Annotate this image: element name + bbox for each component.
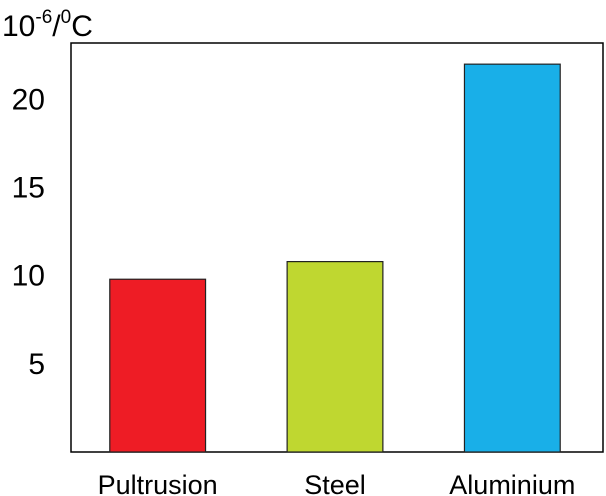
- unit-base: 10: [2, 10, 35, 43]
- y-tick-label: 5: [28, 348, 45, 381]
- y-tick-label: 15: [12, 172, 45, 205]
- category-label: Pultrusion: [98, 470, 218, 496]
- unit-symbol: C: [71, 10, 93, 43]
- unit-separator: /: [52, 10, 61, 43]
- category-label: Aluminium: [449, 470, 575, 496]
- unit-degree: 0: [61, 7, 72, 28]
- bar-pultrusion: [109, 278, 207, 453]
- y-unit-label: 10-6/0C: [2, 7, 93, 43]
- bars: [109, 63, 561, 453]
- category-label: Steel: [304, 470, 366, 496]
- y-tick-labels: 5 10 15 20: [12, 83, 45, 380]
- y-tick-label: 10: [12, 260, 45, 293]
- unit-exponent: -6: [35, 7, 52, 28]
- bar-aluminium: [463, 63, 561, 453]
- y-tick-label: 20: [12, 83, 45, 116]
- category-labels: Pultrusion Steel Aluminium: [98, 470, 576, 496]
- bar-steel: [286, 261, 384, 453]
